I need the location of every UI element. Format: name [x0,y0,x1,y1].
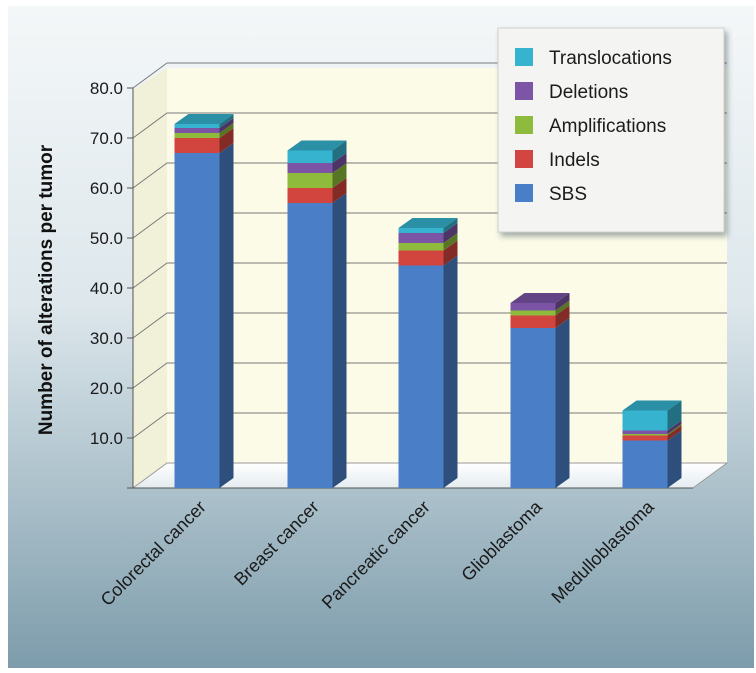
left-wall [133,68,167,488]
bar-segment-deletions [398,233,444,243]
bar-side-deletions [443,223,458,243]
bar-side-indels [332,178,347,203]
bar-side-sbs [219,143,234,488]
bar-side-deletions [332,153,347,173]
bar-segment-translocations [174,124,220,128]
legend-box [497,27,725,233]
y-tick-label: 70.0 [90,129,123,148]
bar-side-translocations [443,218,458,233]
legend-swatch-sbs [515,184,533,202]
bar-segment-amplifications [287,173,333,188]
bar-side-deletions [555,293,570,311]
bar-top [174,114,234,124]
bar-side-indels [443,240,458,266]
bar-side-amplifications [219,123,234,138]
y-tick-label: 40.0 [90,279,123,298]
bar-segment-indels [398,250,444,266]
bar-segment-amplifications [622,434,668,436]
legend-label-deletions: Deletions [549,82,628,103]
y-tick-label: 50.0 [90,229,123,248]
bar-top [287,140,347,151]
legend-swatch-translocations [515,48,533,66]
bar-side-sbs [667,430,682,488]
bar-top [622,400,682,411]
bar-segment-deletions [287,163,333,173]
bar-side-amplifications [443,233,458,251]
bar-side-translocations [219,114,234,128]
bar-side-amplifications [332,163,347,188]
legend: Translocations Deletions Amplifications Ind… [497,27,725,233]
bar-segment-translocations [622,410,668,431]
bar-side-indels [667,425,682,441]
bar-segment-deletions [622,430,668,434]
bar-side-deletions [219,118,234,133]
y-axis-title: Number of alterations per tumor [36,144,57,435]
bar-segment-amplifications [510,310,556,316]
bar-top [510,293,570,303]
bar-segment-indels [622,435,668,441]
bar-segment-sbs [398,265,444,488]
bar-segment-deletions [174,128,220,133]
bar-segment-amplifications [398,243,444,251]
bar-stack [622,400,682,488]
bar-segment-amplifications [174,133,220,138]
bar-side-deletions [667,420,682,434]
legend-label-sbs: SBS [549,184,587,205]
bar-segment-sbs [287,203,333,488]
bar-segment-sbs [622,440,668,488]
bar-side-indels [219,128,234,153]
y-tick-label: 30.0 [90,329,123,348]
bar-segment-translocations [287,150,333,163]
bar-side-sbs [332,193,347,488]
legend-label-translocations: Translocations [549,48,672,69]
bar-segment-translocations [398,228,444,233]
bar-segment-deletions [510,303,556,311]
legend-swatch-deletions [515,82,533,100]
bar-stack [174,114,234,488]
bar-segment-sbs [510,328,556,488]
bar-segment-indels [510,315,556,328]
y-tick-labels: 10.0 20.0 30.0 40.0 50.0 60.0 70.0 80.0 [90,79,123,448]
legend-swatch-indels [515,150,533,168]
gridline [132,262,727,289]
legend-label-indels: Indels [549,150,600,171]
y-tick-label: 20.0 [90,379,123,398]
bar-segment-sbs [174,153,220,488]
y-tick-label: 80.0 [90,79,123,98]
bar-side-sbs [555,318,570,488]
bar-stack [398,218,458,488]
bar-side-indels [555,305,570,328]
y-tick-label: 10.0 [90,429,123,448]
legend-label-amplifications: Amplifications [549,116,666,137]
bar-side-translocations [332,140,347,163]
bar-stack [510,293,570,488]
y-tick-label: 60.0 [90,179,123,198]
bar-top [398,218,458,228]
legend-swatch-amplifications [515,116,533,134]
bar-stack [287,140,347,488]
bar-segment-indels [174,138,220,153]
bar-side-amplifications [555,300,570,316]
bar-side-amplifications [667,424,682,436]
bar-segment-indels [287,188,333,203]
bar-side-sbs [443,255,458,488]
bars [174,114,682,488]
